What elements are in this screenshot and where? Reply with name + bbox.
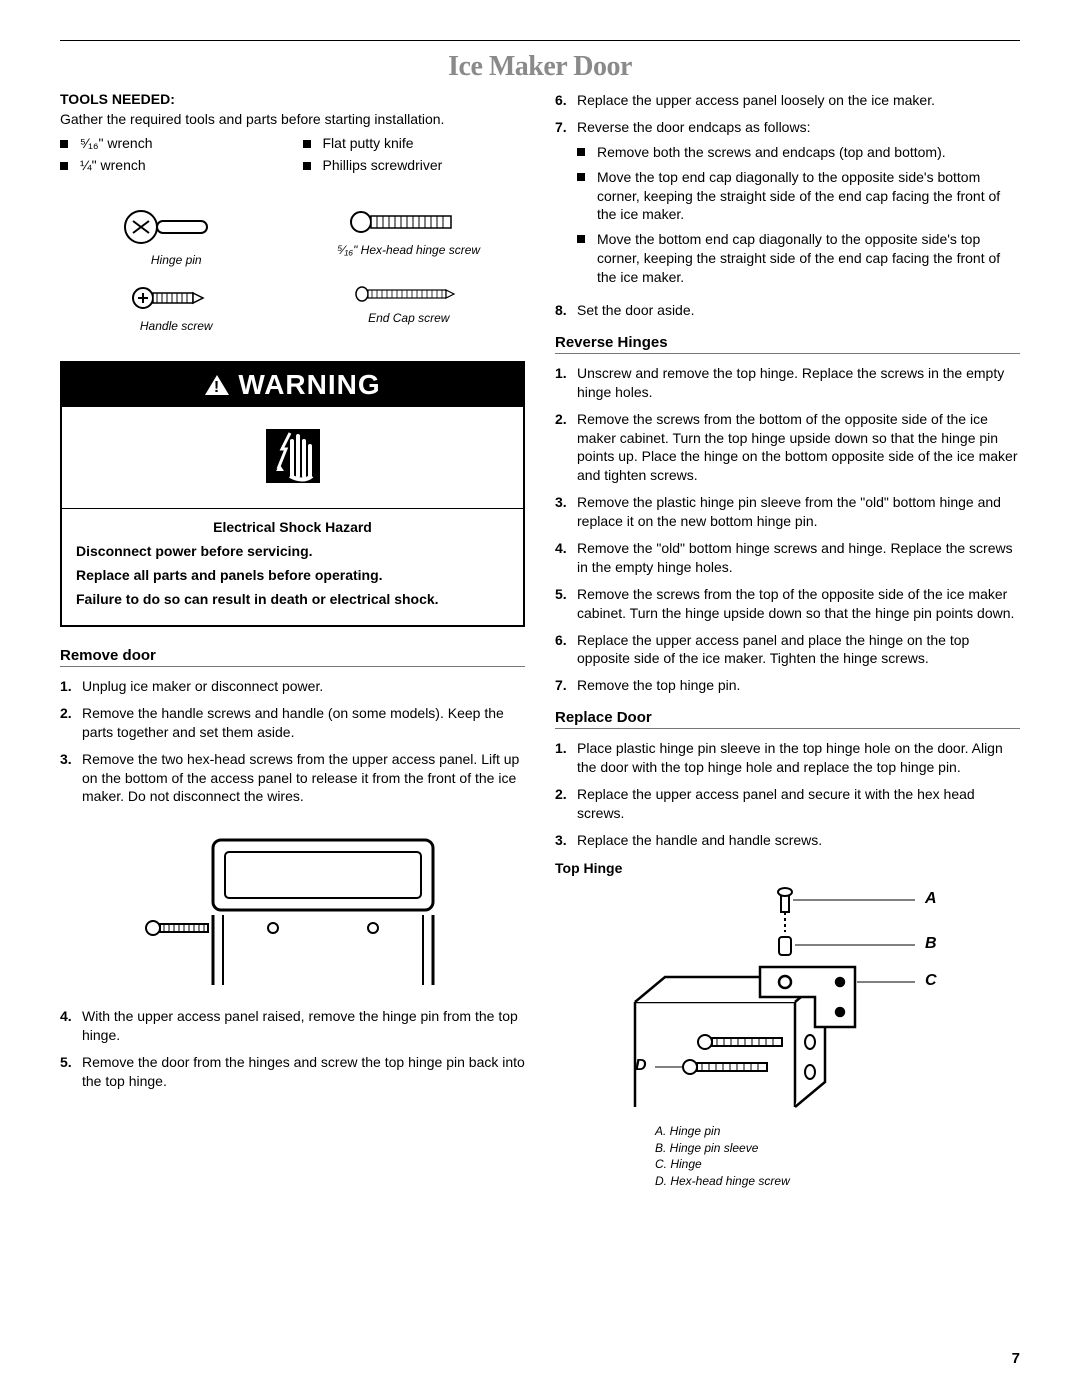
warning-line: Disconnect power before servicing. xyxy=(76,543,509,559)
hinge-pin-label: Hinge pin xyxy=(64,253,289,267)
sub-item: Move the top end cap diagonally to the o… xyxy=(577,168,1020,225)
two-column-layout: TOOLS NEEDED: Gather the required tools … xyxy=(60,91,1020,1190)
left-column: TOOLS NEEDED: Gather the required tools … xyxy=(60,91,525,1190)
tools-intro: Gather the required tools and parts befo… xyxy=(60,111,525,127)
top-hinge-heading: Top Hinge xyxy=(555,860,1020,876)
callout-a: A xyxy=(925,890,937,908)
handle-screw-icon xyxy=(131,283,221,313)
top-rule xyxy=(60,40,1020,41)
tool-item: ¼" wrench xyxy=(60,157,283,173)
warning-line: Replace all parts and panels before oper… xyxy=(76,567,509,583)
reverse-hinges-steps: Unscrew and remove the top hinge. Replac… xyxy=(555,364,1020,695)
warning-line: Electrical Shock Hazard xyxy=(76,519,509,535)
top-hinge-diagram: A B C D xyxy=(595,882,1020,1115)
handle-screw-label: Handle screw xyxy=(64,319,289,333)
warning-panel: ! WARNING Electrical Shock Hazard Discon… xyxy=(60,361,525,627)
page-title: Ice Maker Door xyxy=(60,51,1020,83)
warning-line: Failure to do so can result in death or … xyxy=(76,591,509,607)
warning-banner: ! WARNING xyxy=(62,363,523,407)
sub-item: Move the bottom end cap diagonally to th… xyxy=(577,230,1020,287)
shock-hazard-icon xyxy=(258,421,328,491)
endcap-screw-icon xyxy=(354,283,464,305)
alert-triangle-icon: ! xyxy=(204,373,230,397)
callout-b: B xyxy=(925,935,937,953)
replace-door-steps: Place plastic hinge pin sleeve in the to… xyxy=(555,739,1020,849)
tool-item: ⁵⁄₁₆" wrench xyxy=(60,135,283,151)
tool-item: Phillips screwdriver xyxy=(303,157,526,173)
hex-screw-icon xyxy=(349,207,469,237)
svg-text:!: ! xyxy=(214,379,220,396)
remove-door-heading: Remove door xyxy=(60,647,525,667)
remove-door-steps-c: Replace the upper access panel loosely o… xyxy=(555,91,1020,320)
access-panel-diagram xyxy=(60,820,525,993)
hardware-illustrations: Hinge pin ⁵⁄₁₆" Hex-head hinge screw xyxy=(60,199,525,341)
tools-heading: TOOLS NEEDED: xyxy=(60,91,525,107)
reverse-hinges-heading: Reverse Hinges xyxy=(555,334,1020,354)
tool-item: Flat putty knife xyxy=(303,135,526,151)
callout-d: D xyxy=(635,1057,647,1075)
replace-door-heading: Replace Door xyxy=(555,709,1020,729)
endcap-screw-label: End Cap screw xyxy=(297,311,522,325)
hex-screw-label: ⁵⁄₁₆" Hex-head hinge screw xyxy=(297,243,522,257)
remove-door-steps-a: Unplug ice maker or disconnect power. Re… xyxy=(60,677,525,806)
page-number: 7 xyxy=(1012,1350,1020,1367)
hinge-legend: A. Hinge pin B. Hinge pin sleeve C. Hing… xyxy=(655,1123,1020,1190)
remove-door-steps-b: With the upper access panel raised, remo… xyxy=(60,1007,525,1091)
tools-list: ⁵⁄₁₆" wrench ¼" wrench Flat putty knife … xyxy=(60,135,525,179)
hinge-pin-icon xyxy=(121,207,231,247)
callout-c: C xyxy=(925,972,937,990)
sub-item: Remove both the screws and endcaps (top … xyxy=(577,143,1020,162)
right-column: Replace the upper access panel loosely o… xyxy=(555,91,1020,1190)
